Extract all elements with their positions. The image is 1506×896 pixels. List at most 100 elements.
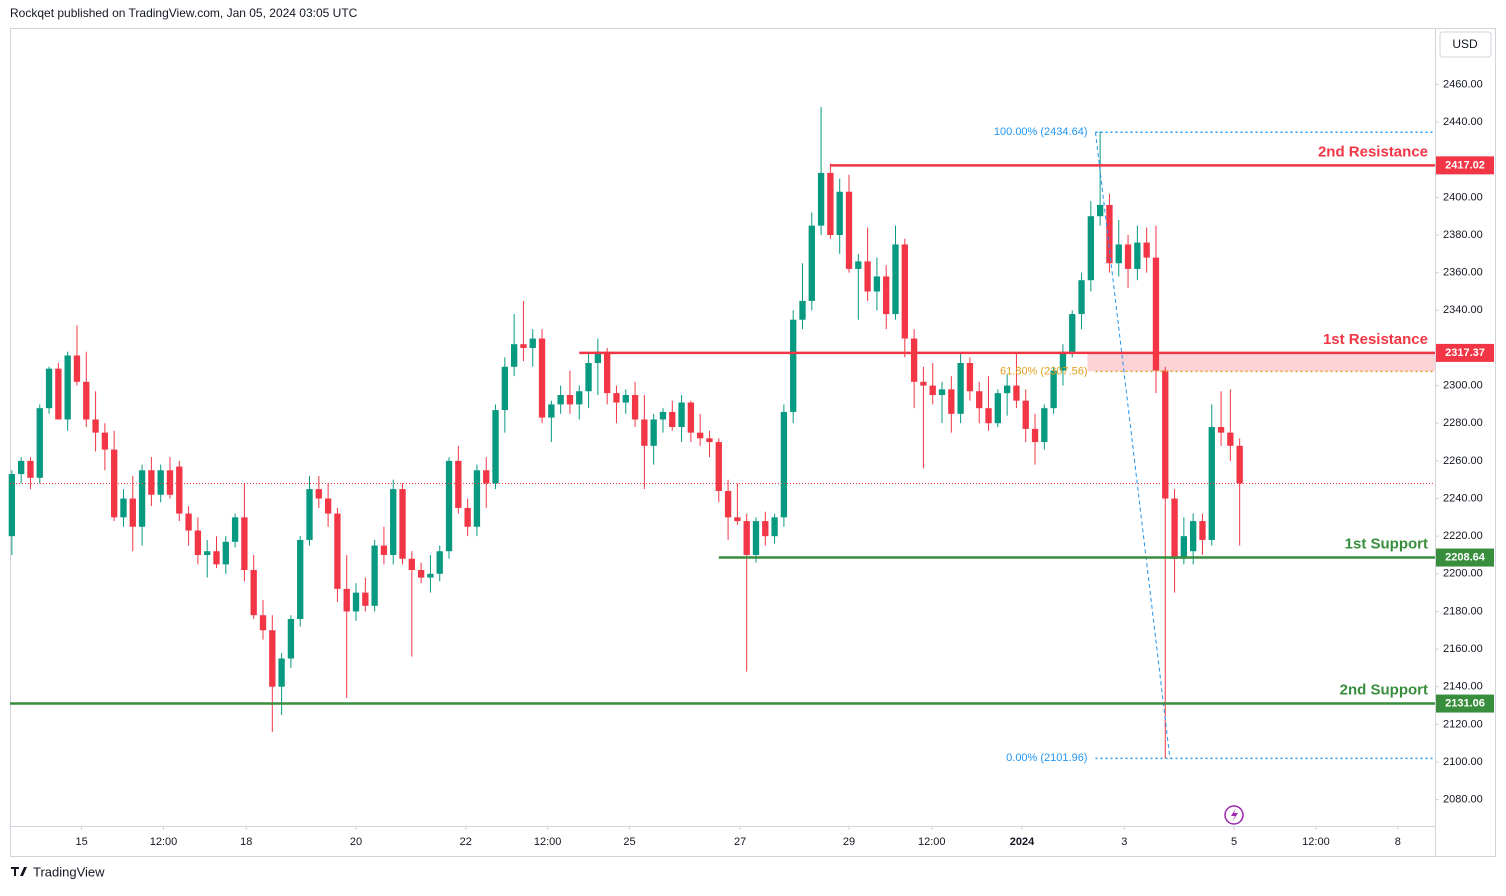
candle-body xyxy=(697,432,704,439)
level-name: 2nd Resistance xyxy=(1318,143,1428,160)
candle-body xyxy=(799,300,806,320)
candle-body xyxy=(445,460,453,552)
candle-body xyxy=(1180,536,1188,559)
candle-body xyxy=(873,276,881,292)
y-tick-label: 2220.00 xyxy=(1443,530,1483,542)
level-name: 1st Resistance xyxy=(1323,331,1428,348)
candle-body xyxy=(278,658,285,687)
candle-body xyxy=(659,411,667,420)
candle-body xyxy=(548,404,555,418)
candle-body xyxy=(222,541,229,565)
candle-body xyxy=(464,507,471,527)
candle-body xyxy=(938,389,946,396)
candle-body xyxy=(92,419,99,433)
candle-body xyxy=(1189,521,1197,552)
candle-body xyxy=(1115,244,1122,264)
candle-body xyxy=(1003,385,1011,394)
candle-body xyxy=(1059,351,1067,371)
candle-body xyxy=(576,391,583,405)
price-tag xyxy=(1436,694,1494,713)
candle-body xyxy=(436,551,443,574)
candle-body xyxy=(455,460,462,508)
candle-body xyxy=(622,395,629,403)
y-tick-label: 2380.00 xyxy=(1443,229,1483,241)
candle-body xyxy=(1134,242,1141,269)
candle-body xyxy=(101,432,109,450)
y-tick-label: 2360.00 xyxy=(1443,267,1483,279)
candle-body xyxy=(845,191,853,269)
currency: USD xyxy=(1452,37,1478,51)
candle-body xyxy=(1217,427,1225,433)
candle-body xyxy=(892,244,899,315)
currency-button[interactable] xyxy=(1439,31,1492,58)
candle-body xyxy=(371,545,378,606)
candle-body xyxy=(501,366,509,411)
y-tick-label: 2120.00 xyxy=(1443,718,1483,730)
candle-body xyxy=(1143,242,1150,258)
candle-body xyxy=(771,517,778,537)
candle-body xyxy=(352,592,360,612)
y-tick-label: 2300.00 xyxy=(1443,380,1483,392)
candle-body xyxy=(1208,427,1215,540)
candle-body xyxy=(83,381,90,420)
candle-body xyxy=(297,539,304,619)
candle-body xyxy=(985,408,992,424)
candle-body xyxy=(315,489,322,499)
candle-body xyxy=(1087,216,1095,281)
y-tick-label: 2280.00 xyxy=(1443,417,1483,429)
candle-body xyxy=(204,551,211,555)
candle-body xyxy=(8,474,16,537)
price-tag-label: 2417.02 xyxy=(1445,159,1485,171)
candle-body xyxy=(111,449,118,518)
candle-body xyxy=(901,244,908,339)
candle-body xyxy=(613,393,620,403)
candle-body xyxy=(1152,257,1160,371)
candle-body xyxy=(27,460,34,478)
candle-body xyxy=(45,368,53,409)
candle-body xyxy=(259,615,267,631)
candle-body xyxy=(687,402,695,433)
fib-zone xyxy=(1087,352,1435,372)
candle-body xyxy=(734,517,741,522)
x-tick-label: 29 xyxy=(843,836,855,848)
candle-body xyxy=(817,172,825,226)
y-tick-label: 2200.00 xyxy=(1443,568,1483,580)
candle-body xyxy=(966,363,974,392)
candle-body xyxy=(427,573,434,578)
y-tick-label: 2100.00 xyxy=(1443,756,1483,768)
candle-body xyxy=(473,470,481,527)
candle-body xyxy=(1227,432,1234,446)
x-tick-label: 22 xyxy=(460,836,472,848)
candle-body xyxy=(715,442,722,491)
candle-body xyxy=(920,381,927,386)
price-tag-label: 2131.06 xyxy=(1445,697,1485,709)
candle-body xyxy=(408,558,415,571)
candle-body xyxy=(883,276,890,315)
candle-body xyxy=(36,408,43,478)
footer: TradingView xyxy=(33,864,105,879)
candle-body xyxy=(176,466,183,514)
candle-body xyxy=(492,410,499,484)
candle-body xyxy=(324,498,332,514)
candle-body xyxy=(1041,408,1048,443)
candle-body xyxy=(1106,204,1113,264)
price-tag xyxy=(1436,548,1494,567)
fib-label: 100.00% (2434.64) xyxy=(994,126,1088,138)
candle-body xyxy=(64,355,71,420)
candle-body xyxy=(213,551,220,565)
candle-body xyxy=(287,618,295,659)
x-tick-label: 12:00 xyxy=(534,836,562,848)
x-tick-label: 5 xyxy=(1231,836,1237,848)
candle-body xyxy=(120,498,127,518)
candle-body xyxy=(380,545,388,555)
header: Rockqet published on TradingView.com, Ja… xyxy=(10,6,358,20)
x-tick-label: 27 xyxy=(734,836,746,848)
candle-body xyxy=(1031,428,1039,443)
y-tick-label: 2460.00 xyxy=(1443,78,1483,90)
x-tick-label: 8 xyxy=(1395,836,1401,848)
candle-body xyxy=(910,338,918,382)
candle-body xyxy=(706,438,713,443)
candle-body xyxy=(241,517,248,571)
candle-body xyxy=(529,338,536,348)
lightning-icon[interactable] xyxy=(1224,805,1244,825)
